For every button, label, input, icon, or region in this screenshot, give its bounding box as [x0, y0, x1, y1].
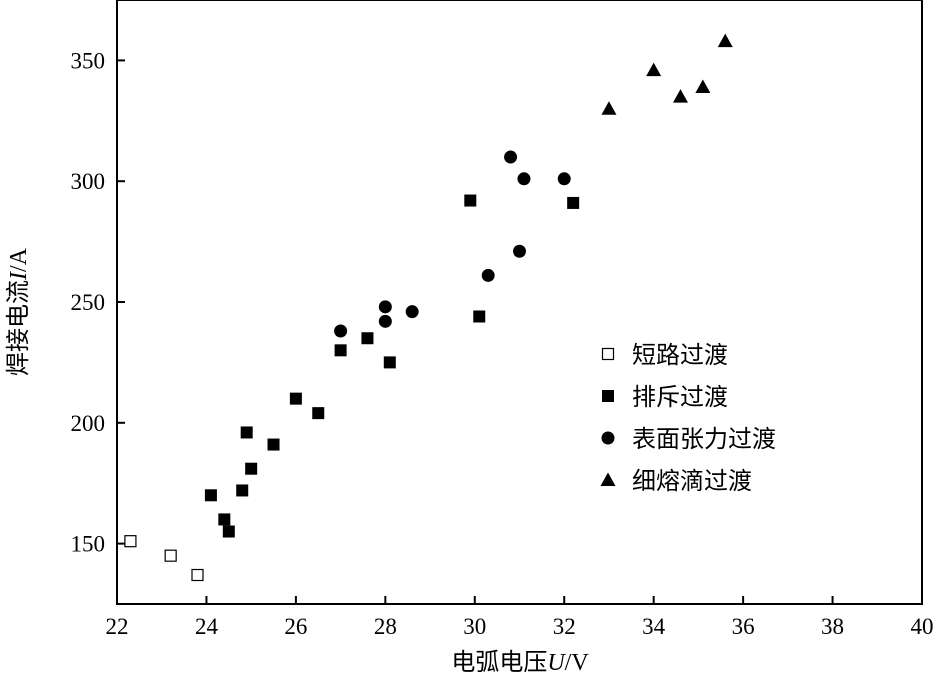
legend-label: 细熔滴过渡	[632, 467, 752, 495]
data-point	[473, 310, 486, 323]
data-point	[289, 392, 302, 405]
x-tick-label: 22	[106, 614, 129, 639]
y-axis-ticks: 150 200 250 300 350	[71, 48, 125, 557]
data-point	[504, 150, 518, 164]
x-tick-label: 28	[374, 614, 397, 639]
data-point	[673, 89, 688, 103]
data-point	[557, 172, 571, 186]
data-point	[517, 172, 531, 186]
data-point	[567, 196, 580, 209]
data-point	[312, 407, 325, 420]
data-point	[601, 101, 617, 115]
x-tick-label: 34	[642, 614, 666, 639]
data-point	[204, 489, 217, 502]
data-point	[464, 194, 477, 207]
data-point	[240, 426, 253, 439]
data-point	[481, 268, 495, 282]
y-tick-label: 250	[71, 290, 106, 315]
y-tick-label: 350	[71, 48, 106, 73]
data-point	[222, 525, 235, 538]
data-point	[717, 33, 733, 48]
data-point	[245, 462, 258, 475]
data-point	[124, 535, 137, 548]
data-point	[378, 300, 392, 314]
y-tick-label: 300	[71, 169, 106, 194]
data-point	[164, 549, 177, 562]
data-point	[236, 484, 249, 497]
x-tick-label: 38	[821, 614, 844, 639]
data-point	[218, 513, 231, 526]
data-point	[267, 438, 280, 451]
data-point	[378, 314, 392, 328]
x-axis-label: 电弧电压U/V	[451, 648, 589, 676]
data-point	[383, 356, 396, 369]
x-axis-ticks: 22 24 26 28 30 32 34 36 38 40	[106, 596, 934, 639]
legend-label: 短路过渡	[632, 341, 728, 369]
data-point	[334, 344, 347, 357]
data-point	[513, 244, 526, 258]
data-point	[361, 332, 374, 345]
data-point	[646, 62, 662, 77]
y-tick-label: 150	[71, 532, 106, 557]
data-points	[124, 33, 733, 582]
legend-marker	[602, 390, 614, 402]
x-tick-label: 32	[553, 614, 576, 639]
legend-marker	[601, 431, 615, 445]
legend-marker	[600, 472, 616, 486]
data-point	[334, 324, 348, 338]
data-point	[405, 305, 419, 319]
data-point	[191, 568, 204, 582]
x-tick-label: 36	[732, 614, 755, 639]
plot-frame	[116, 0, 923, 605]
legend-marker	[601, 347, 615, 361]
legend-label: 表面张力过渡	[632, 425, 776, 453]
x-tick-label: 40	[911, 614, 934, 639]
y-tick-label: 200	[71, 411, 106, 436]
x-tick-label: 26	[284, 614, 307, 639]
x-tick-label: 24	[195, 614, 219, 639]
x-tick-label: 30	[463, 614, 486, 639]
legend-label: 排斥过渡	[632, 383, 728, 411]
y-axis-label: 焊接电流I/A	[4, 247, 32, 376]
data-point	[695, 79, 711, 93]
